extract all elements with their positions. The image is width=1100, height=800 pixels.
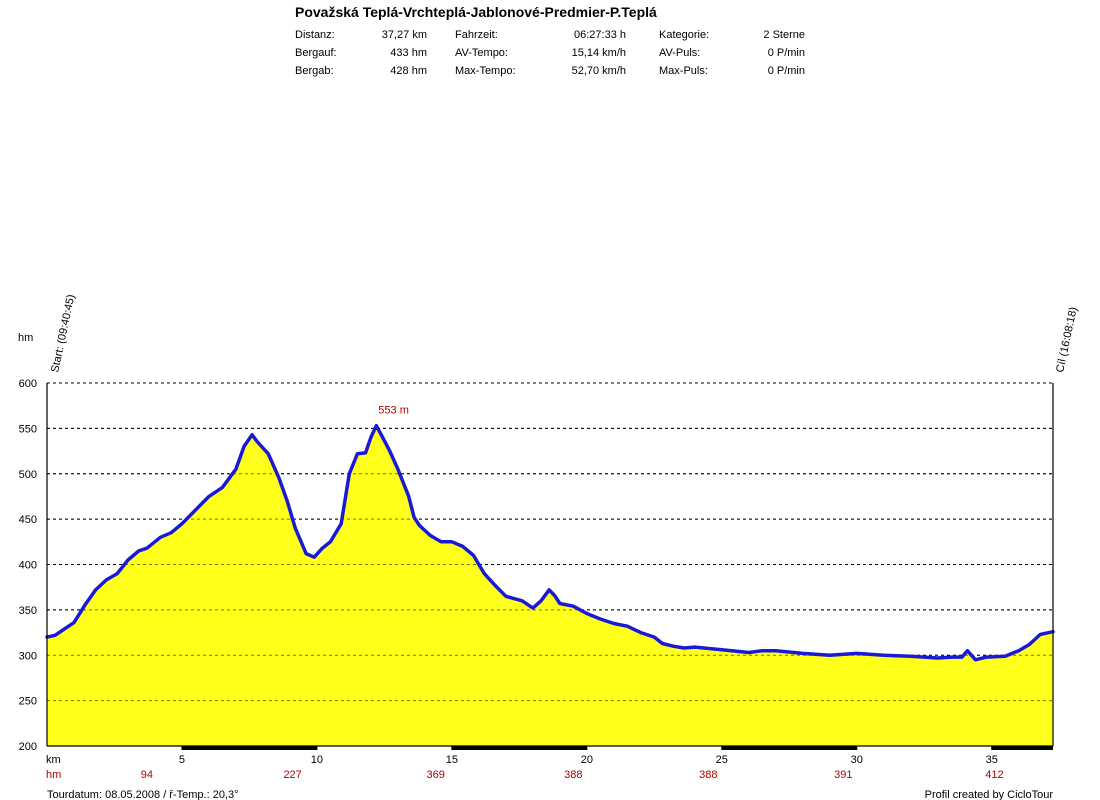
stat-value-av-tempo: 15,14 km/h — [571, 47, 626, 59]
x-tick-label-15: 15 — [446, 754, 458, 766]
end-time-label: Cíl (16:08:18) — [1054, 306, 1080, 374]
x-tick-label-10: 10 — [311, 754, 323, 766]
cumulative-climb-label: 391 — [834, 769, 852, 781]
km-scale-segment — [991, 746, 1053, 750]
km-scale-segment — [721, 746, 857, 750]
y-tick-label-200: 200 — [19, 741, 37, 753]
y-tick-label-600: 600 — [19, 378, 37, 390]
peak-elevation-label: 553 m — [378, 405, 409, 417]
y-tick-label-350: 350 — [19, 605, 37, 617]
credits-footer: Profil created by CicloTour — [925, 789, 1054, 800]
stat-value-max-tempo: 52,70 km/h — [571, 65, 626, 77]
cumulative-climb-label: 412 — [985, 769, 1003, 781]
x-tick-label-35: 35 — [986, 754, 998, 766]
stat-value-max-puls: 0 P/min — [767, 65, 805, 77]
stat-value-fahrzeit: 06:27:33 h — [574, 29, 626, 41]
elevation-line — [45, 423, 1055, 662]
y-axis-unit-label: hm — [18, 332, 33, 344]
stat-label-distanz: Distanz: — [295, 29, 335, 41]
stat-label-bergab: Bergab: — [295, 65, 334, 77]
stat-value-kategorie: 2 Sterne — [763, 29, 805, 41]
y-tick-label-500: 500 — [19, 469, 37, 481]
cumulative-climb-label: 388 — [564, 769, 582, 781]
stat-label-av-puls: AV-Puls: — [659, 47, 701, 59]
y-tick-label-250: 250 — [19, 696, 37, 708]
cumulative-climb-label: 94 — [141, 769, 153, 781]
y-tick-label-450: 450 — [19, 514, 37, 526]
cumulative-climb-label: 369 — [427, 769, 445, 781]
km-scale-segment — [181, 746, 317, 750]
x-tick-label-25: 25 — [716, 754, 728, 766]
stat-label-kategorie: Kategorie: — [659, 29, 710, 41]
y-tick-label-300: 300 — [19, 650, 37, 662]
elevation-area-fill — [47, 425, 1053, 746]
stat-value-bergab: 428 hm — [390, 65, 427, 77]
km-scale-segment — [451, 746, 587, 750]
x-tick-label-20: 20 — [581, 754, 593, 766]
stat-label-max-puls: Max-Puls: — [659, 65, 708, 77]
y-tick-label-550: 550 — [19, 423, 37, 435]
cumulative-climb-label: 388 — [699, 769, 717, 781]
stat-label-fahrzeit: Fahrzeit: — [455, 29, 498, 41]
stat-label-bergauf: Bergauf: — [295, 47, 337, 59]
start-time-label: Start: (09:40:45) — [49, 293, 77, 373]
x-tick-label-30: 30 — [851, 754, 863, 766]
x-axis-unit-label: km — [46, 754, 61, 766]
y-tick-label-400: 400 — [19, 560, 37, 572]
cumulative-climb-unit-label: hm — [46, 769, 61, 781]
stat-label-max-tempo: Max-Tempo: — [455, 65, 516, 77]
axis-labels: hm km hm Start: (09:40:45) Cíl (16:08:18… — [18, 293, 1080, 800]
cumulative-climb-label: 227 — [283, 769, 301, 781]
stat-value-av-puls: 0 P/min — [767, 47, 805, 59]
tour-title: Považská Teplá-Vrchteplá-Jablonové-Predm… — [295, 4, 657, 20]
stat-label-av-tempo: AV-Tempo: — [455, 47, 508, 59]
tour-date-footer: Tourdatum: 08.05.2008 / ř-Temp.: 20,3° — [47, 789, 239, 800]
stat-value-distanz: 37,27 km — [381, 29, 427, 41]
x-tick-label-5: 5 — [179, 754, 185, 766]
stat-value-bergauf: 433 hm — [390, 47, 427, 59]
axes — [46, 383, 1054, 750]
